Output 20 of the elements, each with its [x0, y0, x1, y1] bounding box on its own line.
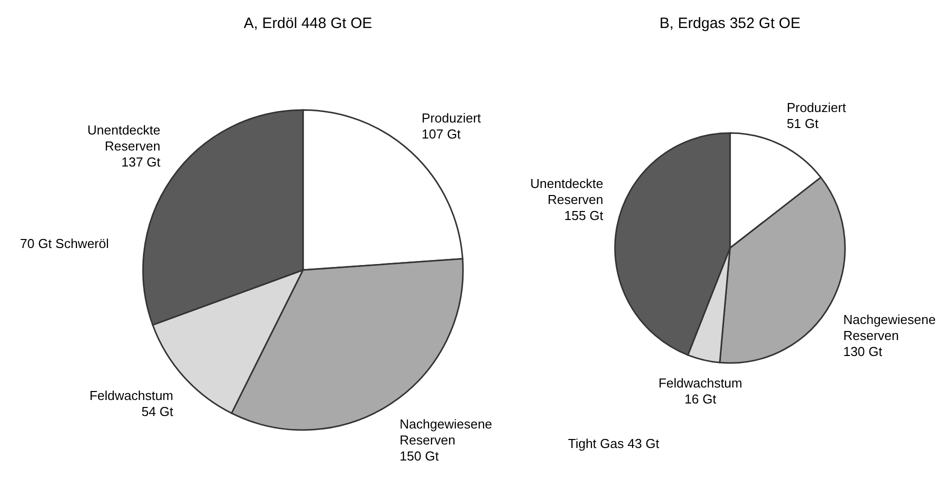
text: 70 Gt Schweröl: [20, 236, 109, 251]
slice-label: Nachgewiesene Reserven: [843, 312, 936, 343]
data-label: 130 Gt: [843, 344, 883, 359]
chart-title: B, Erdgas 352 Gt OE: [660, 15, 800, 32]
data-label: 137 Gt: [121, 154, 161, 170]
slice-label: Nachgewiesene Reserven: [400, 416, 492, 448]
data-label: 150 Gt: [400, 448, 440, 464]
data-label: 54 Gt: [141, 404, 174, 419]
data-label: 155 Gt: [564, 208, 604, 223]
text: Tight Gas 43 Gt: [568, 436, 660, 451]
slice-label: Unentdeckte Reserven: [530, 176, 604, 207]
slice-label: Feldwachstum: [658, 376, 742, 391]
data-label: 51 Gt: [786, 116, 819, 132]
slice-label: Unentdeckte Reserven: [87, 122, 160, 154]
data-label: 107 Gt: [422, 126, 462, 142]
slice-label: Produziert: [786, 100, 846, 116]
slice-label: Produziert: [422, 110, 482, 126]
slice-label: Feldwachstum: [89, 388, 174, 403]
chart-title: A, Erdöl 448 Gt OE: [244, 15, 372, 32]
data-label: 16 Gt: [684, 392, 717, 407]
